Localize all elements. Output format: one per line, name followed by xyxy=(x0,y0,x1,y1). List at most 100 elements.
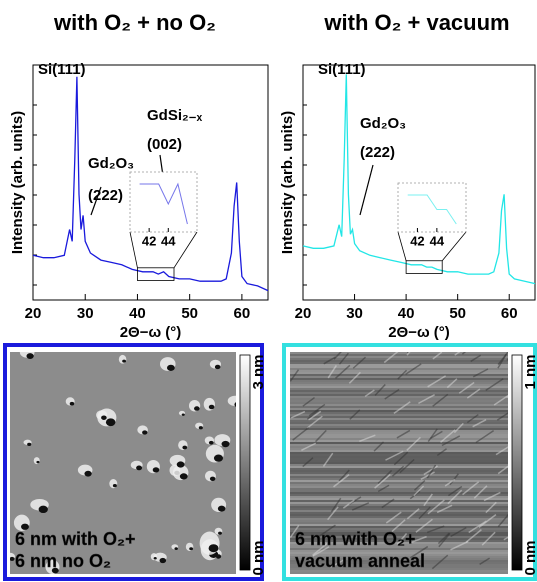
inset-tick-label: 44 xyxy=(161,233,176,248)
afm-scanline xyxy=(290,462,508,464)
caption-line: 6 nm with O₂+ xyxy=(295,529,416,549)
afm-grain-shadow xyxy=(199,426,203,429)
annotation: Si(111) xyxy=(318,61,366,78)
afm-grain-shadow xyxy=(122,360,126,363)
afm-scanline xyxy=(290,444,508,446)
afm-grain-shadow xyxy=(218,506,226,512)
annotation: (222) xyxy=(88,187,123,204)
x-axis-label: 2Θ−ω (°) xyxy=(388,324,450,341)
afm-scanline xyxy=(290,450,508,452)
afm-grain-shadow xyxy=(167,365,175,371)
afm-grain-shadow xyxy=(189,547,193,550)
afm-scanline xyxy=(290,490,508,492)
afm-grain-shadow xyxy=(113,484,117,487)
afm-scanline xyxy=(290,478,508,480)
afm-scanline xyxy=(290,498,508,500)
caption-line: vacuum anneal xyxy=(295,551,425,571)
annotation: Gd₂O₃ xyxy=(360,115,406,132)
afm-scanline xyxy=(290,502,508,504)
afm-scanline xyxy=(290,492,508,494)
afm-scanline xyxy=(290,380,508,382)
afm-grain-shadow xyxy=(209,544,219,552)
arrow xyxy=(360,165,373,215)
afm-scanline xyxy=(290,364,508,366)
afm-grain-shadow xyxy=(209,441,214,445)
afm-scanline xyxy=(290,510,508,512)
colorbar xyxy=(240,355,250,570)
inset-tick-label: 42 xyxy=(410,233,424,248)
afm-grain-shadow xyxy=(26,353,33,359)
afm-scanline xyxy=(290,448,508,450)
afm-scanline xyxy=(290,440,508,442)
afm-scanline xyxy=(290,480,508,482)
afm-scanline xyxy=(290,418,508,420)
afm-grain-shadow xyxy=(222,441,230,447)
afm-grain-shadow xyxy=(39,506,48,513)
afm-scanline xyxy=(290,472,508,474)
afm-scanline xyxy=(290,396,508,398)
afm-grain-shadow xyxy=(36,461,39,463)
inset-frame xyxy=(398,183,466,232)
afm-scanline xyxy=(290,398,508,400)
annotation: GdSi₂₋ₓ xyxy=(147,107,203,124)
afm-scanline xyxy=(290,384,508,386)
zoom-link xyxy=(130,232,137,268)
afm-grain-shadow xyxy=(210,477,215,481)
afm-scanline xyxy=(290,518,508,520)
afm-grain-shadow xyxy=(180,473,188,479)
afm-scanline xyxy=(290,428,508,430)
afm-scanline xyxy=(290,446,508,448)
afm-scanline xyxy=(290,354,508,356)
afm-grain-shadow xyxy=(218,532,222,535)
afm-grain-shadow xyxy=(70,402,74,406)
afm-scanline xyxy=(290,352,508,354)
zoom-box xyxy=(406,261,442,274)
afm-grain-shadow xyxy=(174,547,177,550)
afm-grain-shadow xyxy=(177,461,185,467)
afm-scanline xyxy=(290,426,508,428)
caption-line: 6 nm no O₂ xyxy=(15,551,111,571)
y-axis-label: Intensity (arb. units) xyxy=(9,111,26,254)
afm-scanline xyxy=(290,454,508,456)
afm-scanline xyxy=(290,382,508,384)
afm-grain-shadow xyxy=(10,557,15,561)
chart-title: with O₂ + no O₂ xyxy=(53,10,216,35)
zoom-link xyxy=(442,232,466,261)
afm-grain-shadow xyxy=(84,471,91,477)
afm-grain xyxy=(200,532,220,555)
afm-grain-shadow xyxy=(153,467,160,472)
colorbar-bottom-label: 0 nm xyxy=(250,540,267,575)
afm-scanline xyxy=(290,464,508,466)
x-tick-label: 50 xyxy=(181,305,198,322)
afm-grain-shadow xyxy=(214,455,223,462)
x-tick-label: 20 xyxy=(25,305,42,322)
afm-scanline xyxy=(290,504,508,506)
afm-scanline xyxy=(290,362,508,364)
afm-scanline xyxy=(290,422,508,424)
afm-scanline xyxy=(290,370,508,372)
colorbar xyxy=(512,355,522,570)
inset-tick-label: 44 xyxy=(430,233,445,248)
zoom-box xyxy=(137,268,174,281)
afm-scanline xyxy=(290,508,508,510)
afm-scanline xyxy=(290,420,508,422)
afm-grain-shadow xyxy=(182,446,187,450)
afm-scanline xyxy=(290,412,508,414)
chart-title: with O₂ + vacuum xyxy=(323,10,509,35)
afm-scanline xyxy=(290,572,508,574)
afm-scanline xyxy=(290,438,508,440)
afm-scanline xyxy=(290,486,508,488)
afm-grain-shadow xyxy=(209,405,215,409)
afm-scanline xyxy=(290,400,508,402)
afm-grain-shadow xyxy=(142,430,147,434)
afm-scanline xyxy=(290,372,508,374)
afm-scanline xyxy=(290,494,508,496)
x-tick-label: 60 xyxy=(234,305,251,322)
afm-scanline xyxy=(290,476,508,478)
afm-grain-shadow xyxy=(136,466,142,471)
x-tick-label: 50 xyxy=(449,305,466,322)
afm-scanline xyxy=(290,474,508,476)
afm-scanline xyxy=(290,414,508,416)
x-tick-label: 20 xyxy=(295,305,312,322)
afm-scanline xyxy=(290,394,508,396)
